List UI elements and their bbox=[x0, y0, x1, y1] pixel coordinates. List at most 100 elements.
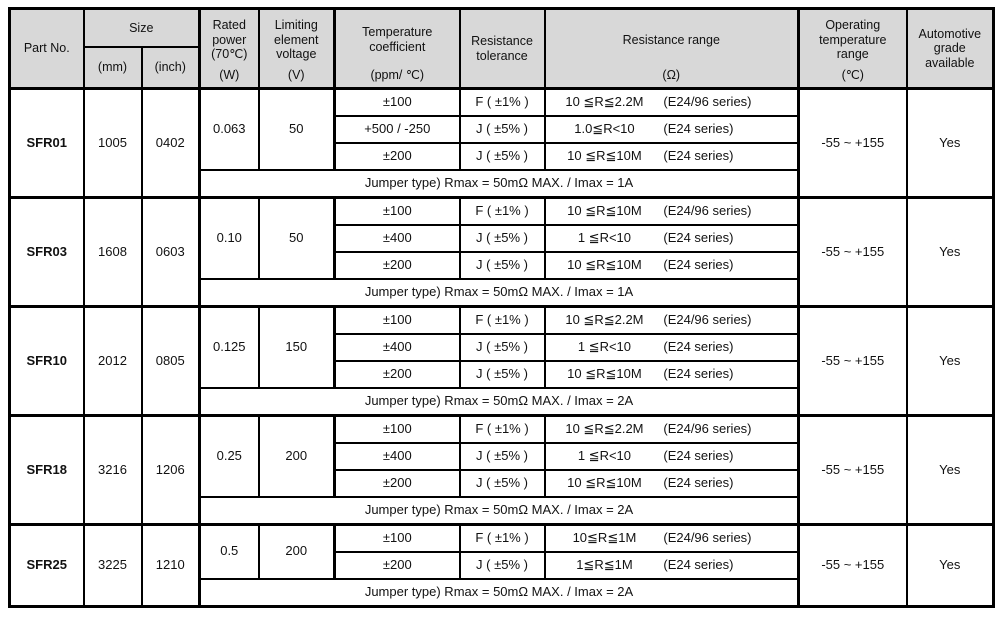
header-size-inch: (inch) bbox=[140, 45, 201, 90]
table-row: Jumper type) Rmax = 50mΩ MAX. / Imax = 1… bbox=[10, 277, 994, 308]
temp-coeff-cell: ±200 bbox=[333, 468, 461, 498]
table-row: Jumper type) Rmax = 50mΩ MAX. / Imax = 2… bbox=[10, 577, 994, 608]
temp-coeff-cell: ±400 bbox=[333, 441, 461, 471]
tolerance-cell: F ( ±1% ) bbox=[458, 523, 546, 553]
jumper-type-cell: Jumper type) Rmax = 50mΩ MAX. / Imax = 2… bbox=[198, 495, 800, 526]
tolerance-cell: F ( ±1% ) bbox=[458, 305, 546, 335]
range-value: 10 ≦R≦10M bbox=[567, 365, 642, 381]
size-mm-cell: 3225 bbox=[82, 523, 143, 608]
table-row: SFR01 1005 0402 0.063 50 ±100 F ( ±1% ) … bbox=[8, 87, 995, 199]
header-operating-temp-unit: (℃) bbox=[841, 68, 864, 83]
resistance-range-cell: 1 ≦R<10 (E24 series) bbox=[543, 441, 800, 471]
table-row: Jumper type) Rmax = 50mΩ MAX. / Imax = 2… bbox=[10, 495, 994, 526]
table-row: +500 / -250 J ( ±5% ) 1.0≦R<10 (E24 serie… bbox=[10, 114, 994, 144]
header-resistance-tolerance: Resistance tolerance bbox=[458, 7, 546, 90]
table-row: ±200 J ( ±5% ) 1≦R≦1M (E24 series) bbox=[10, 550, 994, 580]
resistance-range-cell: 1≦R≦1M (E24 series) bbox=[543, 550, 800, 580]
header-part-no-label: Part No. bbox=[23, 41, 70, 56]
size-inch-cell: 1206 bbox=[140, 414, 201, 526]
header-resistance-range-unit: (Ω) bbox=[662, 68, 681, 83]
range-value: 1 ≦R<10 bbox=[577, 229, 632, 245]
range-value: 1.0≦R<10 bbox=[574, 120, 635, 136]
part-no-cell: SFR18 bbox=[8, 414, 85, 526]
tolerance-cell: J ( ±5% ) bbox=[458, 250, 546, 280]
resistance-range-cell: 10 ≦R≦10M (E24 series) bbox=[543, 359, 800, 389]
tolerance-cell: J ( ±5% ) bbox=[458, 332, 546, 362]
range-series: (E24 series) bbox=[663, 338, 734, 354]
rated-power-cell: 0.10 bbox=[198, 196, 260, 280]
temp-coeff-cell: ±100 bbox=[333, 414, 461, 444]
rated-power-cell: 0.25 bbox=[198, 414, 260, 498]
table-row: ±200 J ( ±5% ) 10 ≦R≦10M (E24 series) bbox=[10, 359, 994, 389]
range-value: 10≦R≦1M bbox=[572, 529, 637, 545]
range-series: (E24 series) bbox=[663, 147, 734, 163]
table-row: ±400 J ( ±5% ) 1 ≦R<10 (E24 series) bbox=[10, 332, 994, 362]
header-rated-power-unit: (W) bbox=[219, 68, 240, 83]
range-series: (E24/96 series) bbox=[663, 420, 752, 436]
range-series: (E24/96 series) bbox=[663, 93, 752, 109]
range-value: 1 ≦R<10 bbox=[577, 338, 632, 354]
table-row: ±200 J ( ±5% ) 10 ≦R≦10M (E24 series) bbox=[10, 141, 994, 171]
resistance-range-cell: 10≦R≦1M (E24/96 series) bbox=[543, 523, 800, 553]
header-rated-power-label: Rated power (70℃) bbox=[211, 18, 248, 61]
part-no-cell: SFR25 bbox=[8, 523, 85, 608]
range-value: 1≦R≦1M bbox=[576, 556, 633, 572]
header-part-no: Part No. bbox=[8, 7, 85, 90]
resistance-range-cell: 10 ≦R≦10M (E24 series) bbox=[543, 468, 800, 498]
temp-coeff-cell: ±400 bbox=[333, 332, 461, 362]
size-inch-cell: 1210 bbox=[140, 523, 201, 608]
jumper-type-cell: Jumper type) Rmax = 50mΩ MAX. / Imax = 1… bbox=[198, 277, 800, 308]
table-row: SFR25 3225 1210 0.5 200 ±100 F ( ±1% ) 1… bbox=[8, 523, 995, 608]
range-value: 10 ≦R≦2.2M bbox=[565, 311, 644, 327]
header-operating-temp: Operating temperature range (℃) bbox=[797, 7, 908, 90]
header-temp-coefficient-unit: (ppm/ ℃) bbox=[370, 68, 425, 83]
part-no-cell: SFR01 bbox=[8, 87, 85, 199]
voltage-cell: 150 bbox=[257, 305, 336, 389]
temp-coeff-cell: ±200 bbox=[333, 359, 461, 389]
header-resistance-range-label: Resistance range bbox=[622, 32, 720, 47]
rated-power-cell: 0.125 bbox=[198, 305, 260, 389]
table-row: ±200 J ( ±5% ) 10 ≦R≦10M (E24 series) bbox=[10, 468, 994, 498]
range-series: (E24/96 series) bbox=[663, 529, 752, 545]
temp-coeff-cell: ±200 bbox=[333, 250, 461, 280]
temp-coeff-cell: ±100 bbox=[333, 523, 461, 553]
size-inch-cell: 0603 bbox=[140, 196, 201, 308]
range-series: (E24 series) bbox=[663, 365, 734, 381]
resistance-range-cell: 10 ≦R≦10M (E24/96 series) bbox=[543, 196, 800, 226]
automotive-cell: Yes bbox=[905, 196, 995, 308]
resistance-range-cell: 1.0≦R<10 (E24 series) bbox=[543, 114, 800, 144]
header-row-2: (mm) (inch) bbox=[10, 45, 994, 90]
table-row: SFR18 3216 1206 0.25 200 ±100 F ( ±1% ) … bbox=[8, 414, 995, 526]
size-mm-cell: 3216 bbox=[82, 414, 143, 526]
range-value: 10 ≦R≦2.2M bbox=[565, 420, 644, 436]
range-series: (E24 series) bbox=[663, 447, 734, 463]
table-row: ±400 J ( ±5% ) 1 ≦R<10 (E24 series) bbox=[10, 223, 994, 253]
header-resistance-range: Resistance range (Ω) bbox=[543, 7, 800, 90]
header-temp-coefficient-label: Temperature coefficient bbox=[362, 25, 433, 54]
tolerance-cell: J ( ±5% ) bbox=[458, 141, 546, 171]
temp-coeff-cell: ±100 bbox=[333, 305, 461, 335]
resistance-range-cell: 1 ≦R<10 (E24 series) bbox=[543, 223, 800, 253]
voltage-cell: 50 bbox=[257, 87, 336, 171]
part-no-cell: SFR03 bbox=[8, 196, 85, 308]
range-series: (E24/96 series) bbox=[663, 202, 752, 218]
operating-temp-cell: -55 ~ +155 bbox=[797, 523, 908, 608]
voltage-cell: 50 bbox=[257, 196, 336, 280]
tolerance-cell: J ( ±5% ) bbox=[458, 223, 546, 253]
size-mm-cell: 1608 bbox=[82, 196, 143, 308]
operating-temp-cell: -55 ~ +155 bbox=[797, 305, 908, 417]
header-size: Size bbox=[82, 7, 201, 48]
table-row: SFR10 2012 0805 0.125 150 ±100 F ( ±1% )… bbox=[8, 305, 995, 417]
range-series: (E24 series) bbox=[663, 256, 734, 272]
table-row: ±200 J ( ±5% ) 10 ≦R≦10M (E24 series) bbox=[10, 250, 994, 280]
range-value: 10 ≦R≦10M bbox=[567, 147, 642, 163]
tolerance-cell: F ( ±1% ) bbox=[458, 196, 546, 226]
range-value: 1 ≦R<10 bbox=[577, 447, 632, 463]
rated-power-cell: 0.5 bbox=[198, 523, 260, 580]
range-series: (E24 series) bbox=[663, 474, 734, 490]
resistance-range-cell: 10 ≦R≦2.2M (E24/96 series) bbox=[543, 414, 800, 444]
temp-coeff-cell: ±100 bbox=[333, 196, 461, 226]
tolerance-cell: F ( ±1% ) bbox=[458, 414, 546, 444]
automotive-cell: Yes bbox=[905, 523, 995, 608]
automotive-cell: Yes bbox=[905, 414, 995, 526]
